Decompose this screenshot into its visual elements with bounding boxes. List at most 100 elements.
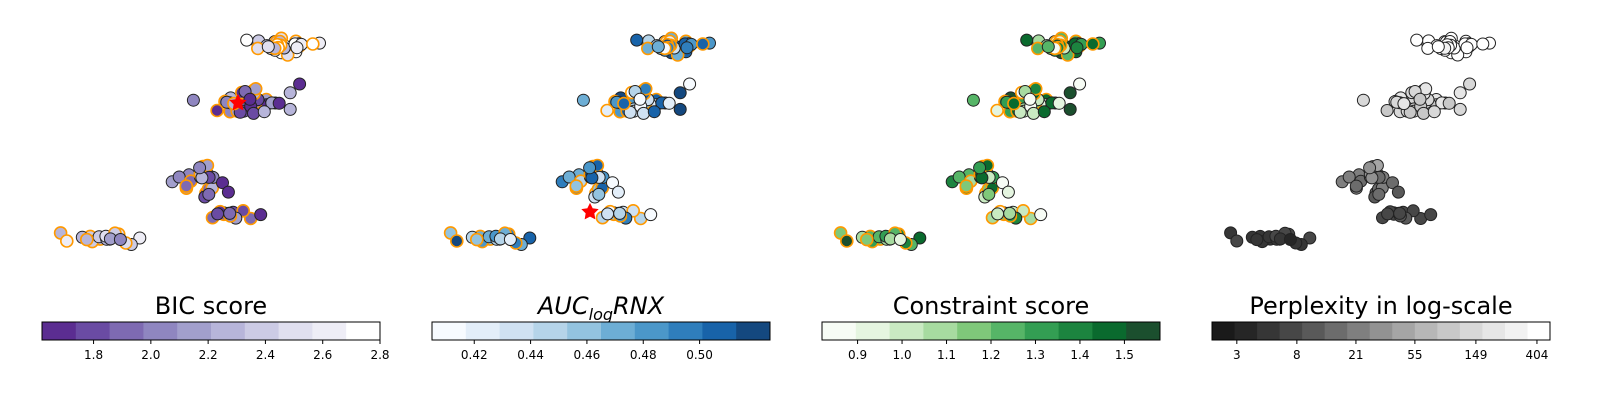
embedding-point (290, 41, 304, 55)
colorbar-tick-label: 1.8 (84, 348, 103, 362)
embedding-point (1476, 37, 1490, 51)
panel-3: Constraint score 0.9 1.0 1.1 1.2 1.3 1.4 1.5 (821, 31, 1161, 362)
embedding-point (202, 187, 216, 201)
embedding-point (1421, 41, 1435, 55)
embedding-point (1250, 233, 1264, 247)
colorbar-segment (567, 322, 602, 340)
embedding-point (1386, 176, 1399, 190)
colorbar-tick-label: 1.3 (1026, 348, 1045, 362)
embedding-point (613, 206, 627, 220)
embedding-point (1073, 77, 1087, 91)
colorbar-segment (533, 322, 568, 340)
embedding-point (1027, 106, 1040, 120)
colorbar-segment (75, 322, 111, 340)
colorbar: 1.8 2.0 2.2 2.4 2.6 2.8 (41, 321, 390, 362)
colorbar-tick-label: 2.6 (313, 348, 332, 362)
chart-title-suffix: RNX (613, 292, 665, 320)
colorbar-segment (109, 322, 144, 340)
embedding-point (80, 232, 94, 247)
colorbar-segment (991, 322, 1026, 340)
embedding-point (680, 41, 694, 55)
colorbar-segment (465, 322, 501, 340)
chart-title: AUClogRNX (536, 292, 665, 324)
embedding-point (211, 207, 225, 221)
embedding-point (1403, 105, 1417, 119)
embedding-point (991, 207, 1005, 221)
chart-title: Constraint score (893, 292, 1090, 320)
colorbar-frame (1211, 321, 1551, 341)
colorbar-segment (923, 322, 958, 340)
colorbar-tick-label: 404 (1525, 348, 1548, 362)
embedding-point (1442, 96, 1456, 110)
embedding-point (637, 106, 650, 120)
embedding-point (695, 37, 710, 51)
colorbar-segment (1324, 322, 1348, 340)
embedding-point (617, 96, 631, 111)
embedding-point (1230, 234, 1244, 248)
colorbar-segment (278, 322, 313, 340)
embedding-point (893, 233, 907, 246)
colorbar-segment (634, 322, 670, 340)
embedding-point (1424, 208, 1438, 222)
colorbar-tick-label: 149 (1464, 348, 1487, 362)
embedding-point (254, 208, 268, 222)
colorbar-segment (1527, 322, 1551, 340)
colorbar-tick-label: 21 (1348, 348, 1363, 362)
embedding-point (283, 102, 297, 116)
embedding-point (1417, 106, 1430, 120)
embedding-point (172, 170, 186, 184)
embedding-point (1372, 187, 1386, 201)
embedding-point (1063, 102, 1077, 116)
colorbar-tick-label: 0.50 (686, 348, 713, 362)
embedding-point (1283, 233, 1297, 246)
embedding-point (1463, 77, 1477, 91)
embedding-point (1431, 40, 1445, 54)
embedding-point (592, 187, 606, 201)
embedding-point (240, 33, 254, 47)
embedding-point (133, 231, 147, 245)
embedding-point (261, 40, 275, 54)
colorbar-tick-label: 1.4 (1070, 348, 1089, 362)
colorbar-tick-label: 0.9 (848, 348, 867, 362)
colorbar-tick-label: 55 (1407, 348, 1422, 362)
embedding-point (1397, 97, 1411, 111)
colorbar-tick-label: 8 (1293, 348, 1301, 362)
colorbar-tick-label: 1.0 (893, 348, 912, 362)
embedding-point (113, 233, 127, 246)
embedding-point (913, 231, 927, 245)
colorbar-segment (1459, 322, 1483, 340)
embedding-point (60, 234, 74, 248)
embedding-point (973, 161, 987, 175)
colorbar-segment (601, 322, 636, 340)
colorbar: 0.42 0.44 0.46 0.48 0.50 (431, 321, 771, 362)
embedding-point (221, 185, 235, 199)
embedding-point (583, 161, 597, 175)
embedding-point (1052, 96, 1066, 110)
colorbar-segment (1092, 322, 1127, 340)
colorbar-tick-label: 2.8 (370, 348, 389, 362)
panel-1: BIC score 1.8 2.0 2.2 2.4 2.6 2.8 (41, 31, 390, 362)
colorbar-tick-label: 2.0 (141, 348, 160, 362)
embedding-point (1342, 170, 1356, 184)
embedding-point (1031, 41, 1045, 56)
colorbar-tick-label: 0.46 (574, 348, 601, 362)
colorbar-tick-label: 1.5 (1115, 348, 1134, 362)
colorbar-segment (432, 322, 467, 340)
embedding-point (223, 206, 237, 220)
embedding-point (1037, 105, 1051, 119)
embedding-point (283, 86, 297, 100)
embedding-point (1393, 206, 1407, 220)
colorbar-segment (1302, 322, 1326, 340)
colorbar: 0.9 1.0 1.1 1.2 1.3 1.4 1.5 (821, 321, 1161, 362)
colorbar-segment (1347, 322, 1371, 340)
colorbar-segment (1234, 322, 1258, 340)
embedding-point (640, 41, 655, 56)
embedding-point (216, 176, 229, 190)
colorbar-tick-label: 0.48 (630, 348, 657, 362)
colorbar-segment (244, 322, 280, 340)
embedding-point (673, 102, 687, 116)
embedding-point (601, 207, 615, 221)
panel-2: AUClogRNX 0.42 0.44 0.46 0.48 0.50 (431, 31, 771, 362)
embedding-point (982, 187, 996, 201)
colorbar-segment (42, 322, 77, 340)
